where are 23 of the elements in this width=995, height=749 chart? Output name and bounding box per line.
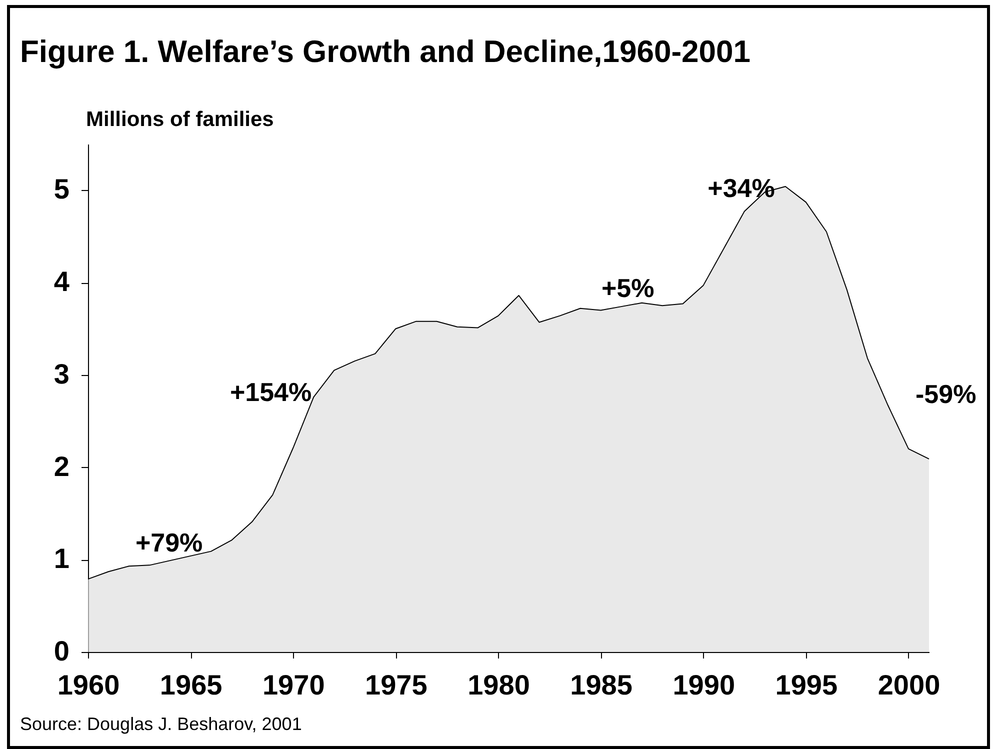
source-note: Source: Douglas J. Besharov, 2001 [20,714,302,735]
chart-title: Figure 1. Welfare’s Growth and Decline,1960-2001 [20,34,750,70]
annotation: +5% [601,272,654,303]
y-axis-title: Millions of families [86,108,274,132]
x-tick-label: 1960 [57,670,120,700]
x-tick-label: 1990 [672,670,736,700]
x-tick-label: 1965 [160,670,222,700]
annotation: +154% [230,377,312,408]
x-tick-label: 2000 [878,670,940,700]
y-tick-label: 4 [54,266,70,298]
x-tick-label: 1985 [570,670,632,700]
x-tick-label: 1970 [262,670,325,700]
y-tick-label: 1 [54,543,70,574]
y-tick-label: 3 [54,358,70,390]
x-tick-label: 1975 [365,670,428,700]
y-tick-label: 5 [54,174,70,205]
annotation: -59% [915,378,976,409]
x-tick-label: 1980 [468,670,530,700]
y-tick-label: 0 [54,636,70,666]
x-tick-label: 1995 [775,670,838,700]
y-tick-label: 2 [54,450,70,482]
annotation: +79% [135,528,203,558]
annotation: +34% [708,173,775,204]
